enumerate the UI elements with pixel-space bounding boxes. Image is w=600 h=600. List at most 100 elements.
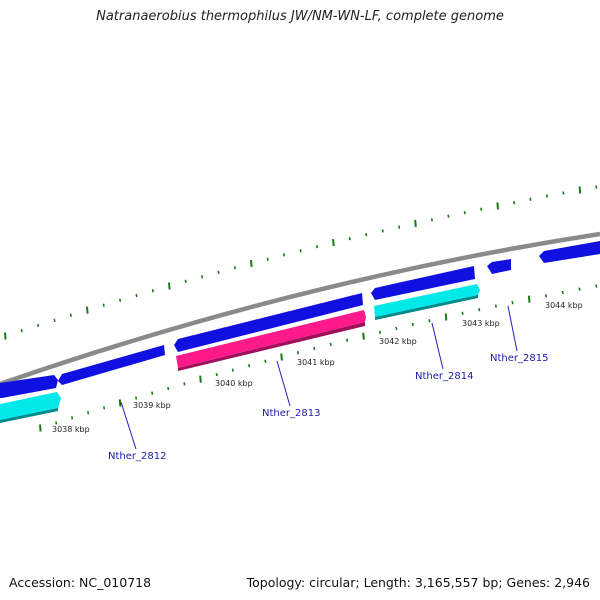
gene-label-nther-2814[interactable]: Nther_2814 [415,371,473,382]
inner-ring-tick [135,396,138,400]
kbp-label-3041: 3041 kbp [297,358,335,367]
genome-backbone [0,231,600,387]
outer-ring-tick [348,236,351,241]
genome-summary-text: Topology: circular; Length: 3,165,557 bp… [246,575,590,590]
accession-text: Accession: NC_010718 [9,575,152,590]
outer-ring-tick [480,207,483,211]
inner-ring-tick [118,399,122,407]
outer-ring-tick [69,313,72,317]
gene-nther-2814[interactable] [374,284,480,317]
kbp-label-3038: 3038 kbp [52,425,90,434]
inner-tick-ring [39,284,598,432]
inner-ring-tick [248,364,251,368]
inner-ring-tick [511,300,514,305]
label-line-nther-2814 [431,322,444,370]
outer-ring-tick [430,218,433,222]
inner-ring-tick [231,368,234,372]
kbp-label-3040: 3040 kbp [215,379,253,388]
outer-ring-tick [513,200,516,205]
outer-ring-tick [135,293,138,298]
map-title: Natranaerobius thermophilus JW/NM-WN-LF,… [96,9,504,24]
inner-ring-tick [544,294,548,298]
outer-ring-tick [184,279,187,283]
inner-ring-tick [183,382,186,386]
outer-ring-tick [365,233,368,237]
outer-ring-tick [217,270,220,274]
kbp-scale-labels: 3038 kbp 3039 kbp 3040 kbp 3041 kbp 3042… [52,301,583,434]
reverse-strand-genes [0,284,480,423]
gene-nther-2813[interactable] [176,310,366,368]
inner-ring-tick [215,372,218,377]
gene-reverse-1[interactable] [0,392,61,420]
outer-ring-tick [381,229,384,233]
outer-ring-tick [283,253,286,257]
inner-ring-tick [296,351,300,355]
outer-ring-tick [4,332,7,340]
gene-nther-2814-shadow [375,295,478,320]
outer-ring-tick [86,306,89,314]
inner-ring-tick [595,284,598,288]
outer-ring-tick [315,244,319,249]
kbp-label-3039: 3039 kbp [133,401,171,410]
gene-label-lines [120,305,518,450]
inner-ring-tick [264,359,267,363]
outer-ring-tick [595,185,598,189]
gene-reverse-1-shadow [0,408,58,423]
label-line-nther-2815 [507,305,518,352]
gene-labels: Nther_2812 Nther_2813 Nther_2814 Nther_2… [108,353,548,462]
outer-ring-tick [332,239,335,247]
outer-ring-tick [250,259,253,268]
gene-label-nther-2813[interactable]: Nther_2813 [262,408,320,419]
inner-ring-tick [395,326,398,331]
inner-ring-tick [87,411,90,415]
inner-ring-tick [444,313,448,321]
inner-ring-tick [578,287,581,291]
inner-ring-tick [39,424,42,432]
inner-ring-tick [280,353,283,361]
outer-ring-tick [119,298,122,302]
outer-ring-tick [37,323,40,328]
outer-ring-tick [578,186,582,194]
kbp-label-3042: 3042 kbp [379,337,417,346]
kbp-label-3043: 3043 kbp [462,319,500,328]
outer-ring-tick [168,282,171,290]
outer-ring-tick [53,318,56,322]
inner-ring-tick [428,319,431,323]
outer-ring-tick [414,219,417,227]
gene-label-nther-2812[interactable]: Nther_2812 [108,451,166,462]
outer-ring-tick [299,249,302,253]
outer-ring-tick [201,275,204,279]
outer-ring-tick [545,194,549,198]
inner-ring-tick [494,304,497,308]
inner-ring-tick [378,330,381,334]
outer-ring-tick [447,214,450,218]
inner-ring-tick [103,406,106,410]
kbp-label-3044: 3044 kbp [545,301,583,310]
outer-ring-tick [529,197,532,201]
gene-forward-5[interactable] [487,259,511,274]
gene-forward-1[interactable] [0,375,58,398]
outer-ring-tick [398,225,401,229]
inner-ring-tick [151,391,154,395]
forward-strand-genes [0,241,600,398]
inner-ring-tick [411,322,414,327]
gene-label-nther-2815[interactable]: Nther_2815 [490,353,548,364]
label-line-nther-2812 [120,401,137,450]
inner-ring-tick [478,308,481,312]
outer-ring-tick [496,202,499,210]
outer-ring-tick [233,266,236,270]
inner-ring-tick [561,290,564,295]
outer-ring-tick [20,329,23,333]
outer-ring-tick [562,191,565,195]
gene-nther-2813-shadow [178,322,365,371]
inner-ring-tick [167,386,170,391]
inner-ring-tick [461,311,464,315]
gene-forward-6[interactable] [539,241,600,263]
outer-ring-tick [463,211,466,215]
gene-forward-3[interactable] [174,293,363,352]
outer-ring-tick [151,289,154,293]
inner-ring-tick [71,416,74,420]
gene-forward-2[interactable] [58,345,165,385]
gene-forward-4[interactable] [371,266,475,300]
inner-ring-tick [527,295,531,303]
